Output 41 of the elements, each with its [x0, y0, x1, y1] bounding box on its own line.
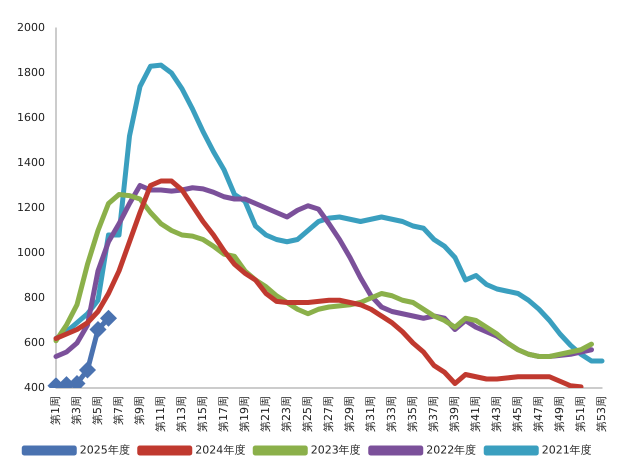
x-tick-label: 第49周	[552, 396, 566, 432]
y-tick-label: 800	[24, 290, 45, 304]
legend-label: 2025年度	[80, 443, 130, 456]
x-tick-label: 第17周	[216, 396, 230, 432]
x-tick-label: 第41周	[468, 396, 482, 432]
x-tick-label: 第25周	[300, 396, 314, 432]
x-tick-label: 第51周	[574, 396, 587, 432]
x-tick-label: 第43周	[490, 396, 503, 432]
x-tick-label: 第1周	[48, 396, 62, 426]
x-tick-label: 第45周	[510, 396, 524, 432]
x-tick-label: 第7周	[112, 396, 125, 426]
x-tick-label: 第13周	[174, 396, 188, 432]
y-tick-label: 2000	[16, 20, 45, 34]
y-tick-label: 1400	[16, 156, 45, 169]
x-tick-label: 第5周	[90, 396, 104, 426]
x-tick-label: 第31周	[364, 396, 377, 432]
x-tick-label: 第29周	[342, 396, 356, 432]
x-tick-label: 第37周	[426, 396, 440, 432]
legend-label: 2021年度	[542, 443, 592, 456]
y-tick-label: 400	[24, 380, 45, 394]
x-tick-label: 第9周	[132, 396, 146, 426]
y-tick-label: 1800	[16, 66, 45, 79]
x-tick-label: 第35周	[406, 396, 419, 432]
x-tick-label: 第39周	[448, 396, 461, 432]
y-tick-label: 1000	[16, 246, 45, 259]
x-tick-label: 第47周	[532, 396, 545, 432]
legend-label: 2022年度	[426, 443, 476, 456]
x-tick-label: 第23周	[280, 396, 293, 432]
x-tick-label: 第3周	[70, 396, 83, 426]
y-tick-label: 1200	[16, 200, 45, 214]
x-tick-label: 第11周	[154, 396, 167, 432]
x-tick-label: 第27周	[322, 396, 335, 432]
legend-label: 2023年度	[310, 443, 361, 456]
x-tick-label: 第33周	[384, 396, 398, 432]
x-tick-label: 第19周	[238, 396, 251, 432]
x-tick-label: 第21周	[258, 396, 272, 432]
y-tick-label: 1600	[16, 110, 45, 124]
x-tick-label: 第53周	[594, 396, 608, 432]
legend-label: 2024年度	[195, 443, 246, 456]
y-tick-label: 600	[24, 336, 45, 349]
x-tick-label: 第15周	[196, 396, 209, 432]
